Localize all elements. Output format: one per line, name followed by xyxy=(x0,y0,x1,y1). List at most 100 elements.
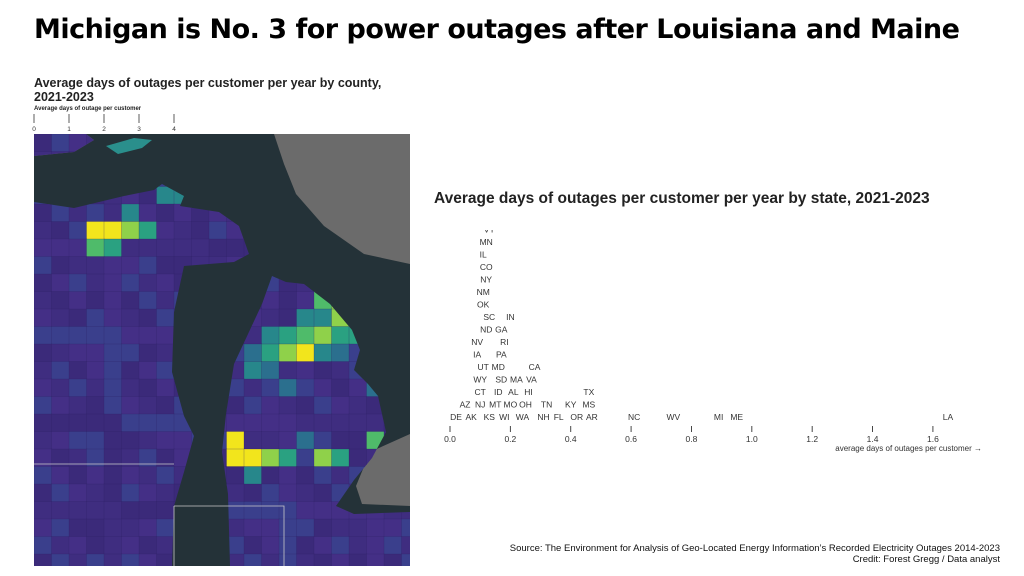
county-tile xyxy=(51,361,70,380)
county-tile xyxy=(34,361,53,380)
county-tile xyxy=(296,501,315,520)
county-tile xyxy=(103,308,123,328)
county-tile xyxy=(383,553,403,566)
county-tile xyxy=(313,308,333,328)
legend-tick-label: 1 xyxy=(67,126,71,133)
county-tile xyxy=(51,413,70,433)
county-tile xyxy=(348,431,368,450)
x-tick-label: 1.6 xyxy=(927,434,939,444)
county-tile xyxy=(51,326,70,345)
county-tile xyxy=(383,518,403,538)
state-point-label: AZ xyxy=(460,400,471,410)
county-tile xyxy=(86,361,105,380)
county-tile xyxy=(51,308,70,328)
state-point-label: UT xyxy=(478,362,489,372)
county-tile xyxy=(278,431,298,450)
county-tile xyxy=(331,361,350,380)
county-tile xyxy=(156,536,175,555)
county-tile xyxy=(278,448,298,468)
county-tile xyxy=(313,553,333,566)
county-tile xyxy=(34,308,53,328)
county-tile xyxy=(34,134,53,153)
county-tile xyxy=(156,553,175,566)
county-tile xyxy=(278,501,298,520)
county-tile xyxy=(34,203,53,223)
state-point-label: IN xyxy=(506,312,515,322)
county-tile xyxy=(366,553,385,566)
map-title: Average days of outages per customer per… xyxy=(34,76,382,104)
county-tile xyxy=(138,326,158,345)
county-tile xyxy=(86,536,105,555)
state-point-label: VT xyxy=(484,230,495,235)
county-tile xyxy=(313,501,333,520)
county-tile xyxy=(34,378,53,398)
state-point-label: MA xyxy=(510,375,523,385)
state-point-label: AR xyxy=(586,412,598,422)
county-tile xyxy=(51,343,70,363)
county-tile xyxy=(34,536,53,555)
county-tile xyxy=(313,343,333,363)
state-point-label: WA xyxy=(516,412,530,422)
county-tile xyxy=(278,326,298,345)
county-tile xyxy=(138,238,158,258)
county-tile xyxy=(138,553,158,566)
credit-text: Credit: Forest Gregg / Data analyst xyxy=(852,554,1000,565)
county-tile xyxy=(121,238,140,258)
county-tile xyxy=(121,413,140,433)
county-tile xyxy=(331,326,350,345)
county-tile xyxy=(156,413,175,433)
county-tile xyxy=(243,501,263,520)
county-tile xyxy=(191,221,210,240)
county-tile xyxy=(51,221,70,240)
county-tile xyxy=(103,238,123,258)
isle-royale xyxy=(106,138,152,154)
state-point-label: ID xyxy=(494,387,503,397)
county-tile xyxy=(261,536,280,555)
county-tile xyxy=(156,431,175,450)
county-tile xyxy=(103,326,123,345)
county-tile xyxy=(121,396,140,415)
county-tile xyxy=(34,483,53,503)
county-tile xyxy=(121,483,140,503)
county-tile xyxy=(68,361,88,380)
county-tile xyxy=(34,413,53,433)
state-point-label: LA xyxy=(943,412,954,422)
county-tile xyxy=(138,273,158,293)
county-tile xyxy=(261,361,280,380)
county-tile xyxy=(138,518,158,538)
state-point-label: HI xyxy=(524,387,533,397)
source-text: Source: The Environment for Analysis of … xyxy=(509,543,1000,554)
county-tile xyxy=(278,466,298,485)
county-tile xyxy=(121,553,140,566)
county-tile xyxy=(103,256,123,275)
county-tile xyxy=(34,553,53,566)
county-tile xyxy=(103,203,123,223)
county-tile xyxy=(34,501,53,520)
map-color-legend: 0 1 2 3 4 xyxy=(32,114,176,133)
county-tile xyxy=(103,553,123,566)
county-tile xyxy=(313,448,333,468)
county-tile xyxy=(103,501,123,520)
county-tile xyxy=(313,466,333,485)
county-tile xyxy=(331,553,350,566)
county-tile xyxy=(156,501,175,520)
county-tile xyxy=(86,256,105,275)
county-tile xyxy=(173,221,193,240)
state-point-label: WI xyxy=(499,412,509,422)
state-point-label: NJ xyxy=(475,400,485,410)
county-tile xyxy=(138,378,158,398)
county-tile xyxy=(296,466,315,485)
county-tile xyxy=(366,413,385,433)
legend-tick-label: 0 xyxy=(32,126,36,133)
county-tile xyxy=(156,396,175,415)
county-tile xyxy=(138,343,158,363)
county-tile xyxy=(331,343,350,363)
county-tile xyxy=(103,466,123,485)
county-tile xyxy=(226,501,245,520)
county-tile xyxy=(331,466,350,485)
state-point-label: CA xyxy=(529,362,541,372)
county-tile xyxy=(313,536,333,555)
county-tile xyxy=(121,518,140,538)
county-tile xyxy=(103,273,123,293)
state-point-label: OR xyxy=(570,412,583,422)
